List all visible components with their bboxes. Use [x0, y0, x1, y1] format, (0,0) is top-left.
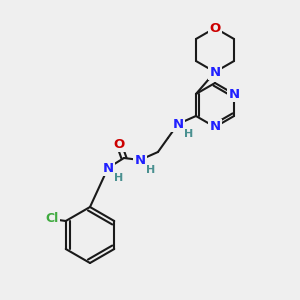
- Text: N: N: [134, 154, 146, 166]
- Text: O: O: [113, 137, 124, 151]
- Text: N: N: [209, 65, 220, 79]
- Text: N: N: [172, 118, 184, 130]
- Text: N: N: [102, 161, 113, 175]
- Text: H: H: [184, 129, 193, 139]
- Text: O: O: [209, 22, 220, 34]
- Text: Cl: Cl: [45, 212, 58, 226]
- Text: H: H: [146, 165, 155, 175]
- Text: N: N: [209, 121, 220, 134]
- Text: H: H: [114, 173, 123, 183]
- Text: N: N: [229, 88, 240, 100]
